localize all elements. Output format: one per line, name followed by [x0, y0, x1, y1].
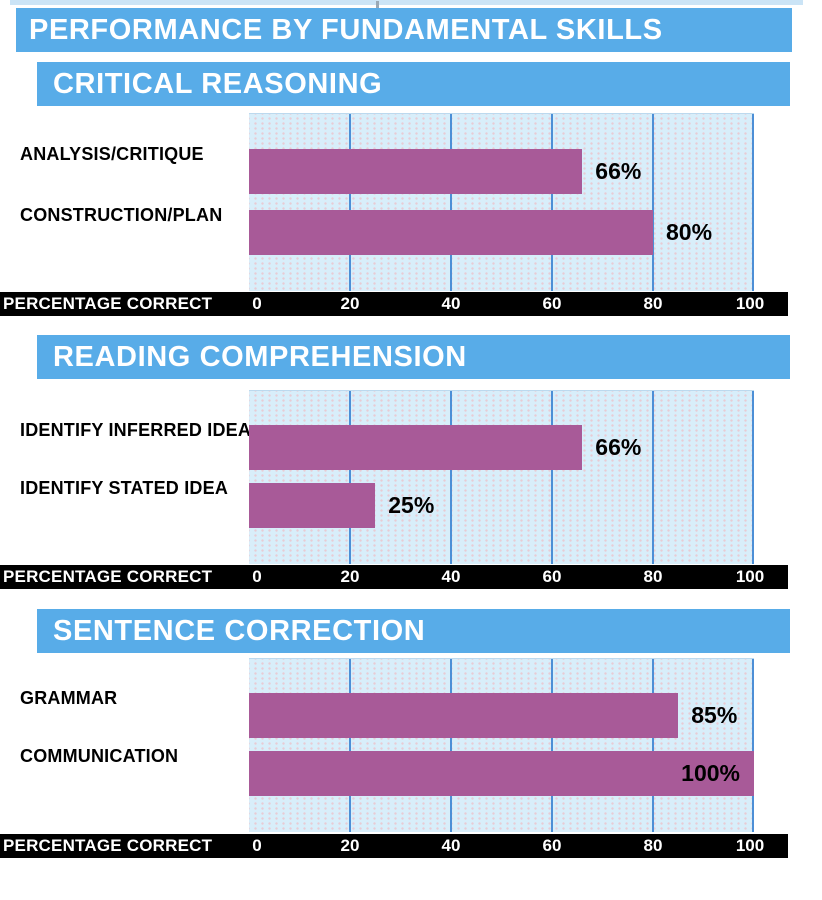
axis-tick-60: 60 — [542, 294, 562, 313]
axis-tick-100: 100 — [735, 836, 765, 855]
report-title: PERFORMANCE BY FUNDAMENTAL SKILLS — [29, 13, 663, 46]
axis-tick-0: 0 — [252, 836, 262, 855]
chart-critical-reasoning: 66% 80% — [249, 113, 754, 291]
axis-tick-100: 100 — [735, 567, 765, 586]
axis-tick-20: 20 — [340, 567, 360, 586]
bar-row: 66% — [249, 149, 754, 194]
report-title-banner: PERFORMANCE BY FUNDAMENTAL SKILLS — [16, 8, 792, 52]
gridline-60 — [551, 391, 553, 564]
cropped-chart-remnant — [10, 0, 803, 9]
axis-tick-80: 80 — [643, 836, 663, 855]
section-banner-reading-comprehension: READING COMPREHENSION — [37, 335, 790, 379]
section-title: SENTENCE CORRECTION — [53, 614, 426, 647]
gridline-40 — [450, 391, 452, 564]
section-title: CRITICAL REASONING — [53, 67, 383, 100]
bar-row: 66% — [249, 425, 754, 470]
value-label-grammar: 85% — [691, 702, 738, 728]
value-label-construction-plan: 80% — [666, 219, 713, 245]
axis-tick-20: 20 — [340, 294, 360, 313]
x-axis-critical-reasoning: PERCENTAGE CORRECT 0 20 40 60 80 100 — [0, 292, 788, 316]
gridline-80 — [652, 114, 654, 291]
category-label-identify-stated-idea: IDENTIFY STATED IDEA — [20, 478, 229, 498]
value-label-identify-inferred-idea: 66% — [595, 434, 642, 460]
bar-row: 85% — [249, 693, 754, 738]
x-axis-sentence-correction: PERCENTAGE CORRECT 0 20 40 60 80 100 — [0, 834, 788, 858]
gridline-80 — [652, 659, 654, 832]
gridline-20 — [349, 391, 351, 564]
gridline-tick — [376, 1, 379, 9]
gridline-40 — [450, 114, 452, 291]
axis-tick-80: 80 — [643, 567, 663, 586]
axis-tick-100: 100 — [735, 294, 765, 313]
chart-reading-comprehension: 66% 25% — [249, 390, 754, 564]
category-label-communication: COMMUNICATION — [20, 746, 179, 766]
value-label-identify-stated-idea: 25% — [388, 492, 435, 518]
gridline-20 — [349, 114, 351, 291]
axis-label: PERCENTAGE CORRECT — [3, 567, 213, 586]
axis-tick-40: 40 — [441, 836, 461, 855]
gridline-100 — [752, 391, 754, 564]
category-label-construction-plan: CONSTRUCTION/PLAN — [20, 205, 223, 225]
value-label-analysis-critique: 66% — [595, 158, 642, 184]
gridline-40 — [450, 659, 452, 832]
bar-row: 25% — [249, 483, 754, 528]
bar-construction-plan — [249, 210, 653, 255]
category-label-grammar: GRAMMAR — [20, 688, 118, 708]
bar-row: 100% — [249, 751, 754, 796]
gridline-80 — [652, 391, 654, 564]
axis-tick-20: 20 — [340, 836, 360, 855]
chart-sentence-correction: 85% 100% — [249, 658, 754, 832]
section-banner-sentence-correction: SENTENCE CORRECTION — [37, 609, 790, 653]
value-label-communication: 100% — [681, 760, 740, 786]
axis-tick-60: 60 — [542, 567, 562, 586]
axis-tick-0: 0 — [252, 567, 262, 586]
bar-grammar — [249, 693, 679, 738]
section-title: READING COMPREHENSION — [53, 340, 467, 373]
gridline-60 — [551, 659, 553, 832]
axis-label: PERCENTAGE CORRECT — [3, 294, 213, 313]
axis-tick-40: 40 — [441, 294, 461, 313]
bar-identify-stated-idea — [249, 483, 376, 528]
bar-analysis-critique — [249, 149, 583, 194]
category-label-identify-inferred-idea: IDENTIFY INFERRED IDEA — [20, 420, 252, 440]
category-label-analysis-critique: ANALYSIS/CRITIQUE — [20, 144, 204, 164]
section-banner-critical-reasoning: CRITICAL REASONING — [37, 62, 790, 106]
bar-communication — [249, 751, 754, 796]
axis-tick-80: 80 — [643, 294, 663, 313]
bar-row: 80% — [249, 210, 754, 255]
gridline-100 — [752, 114, 754, 291]
gridline-60 — [551, 114, 553, 291]
bar-identify-inferred-idea — [249, 425, 583, 470]
axis-tick-60: 60 — [542, 836, 562, 855]
gridline-20 — [349, 659, 351, 832]
axis-tick-0: 0 — [252, 294, 262, 313]
x-axis-reading-comprehension: PERCENTAGE CORRECT 0 20 40 60 80 100 — [0, 565, 788, 589]
gridline-100 — [752, 659, 754, 832]
axis-label: PERCENTAGE CORRECT — [3, 836, 213, 855]
axis-tick-40: 40 — [441, 567, 461, 586]
